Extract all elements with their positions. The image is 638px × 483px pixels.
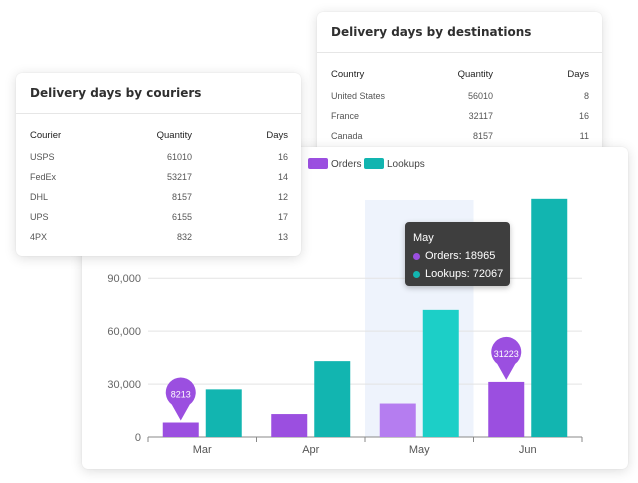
quantity-cell: 56010 xyxy=(467,91,493,101)
quantity-cell: 832 xyxy=(176,232,192,242)
days-cell: 11 xyxy=(579,131,589,141)
legend-label-lookups: Lookups xyxy=(387,159,425,170)
column-header-quantity: Quantity xyxy=(457,68,493,80)
couriers-table: Courier Quantity Days USPS 61010 16 FedE… xyxy=(30,123,288,247)
courier-cell: UPS xyxy=(30,212,49,222)
legend-item-orders[interactable]: Orders xyxy=(308,158,362,170)
table-row[interactable]: France 32117 16 xyxy=(331,106,589,126)
column-header-courier: Courier xyxy=(30,129,62,141)
legend-swatch-lookups xyxy=(364,158,384,169)
quantity-cell: 8157 xyxy=(171,192,192,202)
quantity-cell: 6155 xyxy=(171,212,192,222)
y-tick-label: 60,000 xyxy=(107,326,141,338)
y-tick-label: 30,000 xyxy=(107,379,141,391)
data-pin-marker xyxy=(491,336,522,380)
destinations-header-row: Country Quantity Days xyxy=(331,62,589,86)
tooltip-orders-value: Orders: 18965 xyxy=(425,250,496,262)
x-tick-label: May xyxy=(409,444,430,456)
destinations-title: Delivery days by destinations xyxy=(317,12,602,53)
country-cell: United States xyxy=(331,91,386,101)
days-cell: 13 xyxy=(277,232,288,242)
quantity-cell: 61010 xyxy=(166,152,192,162)
legend-label-orders: Orders xyxy=(331,159,362,170)
days-cell: 16 xyxy=(277,152,288,162)
table-row[interactable]: FedEx 53217 14 xyxy=(30,167,288,187)
table-row[interactable]: DHL 8157 12 xyxy=(30,187,288,207)
x-tick-label: Apr xyxy=(302,444,319,456)
bar-lookups-apr xyxy=(314,361,351,437)
bar-orders-jun xyxy=(488,381,525,437)
quantity-cell: 8157 xyxy=(472,131,493,141)
days-cell: 16 xyxy=(578,111,589,121)
column-header-country: Country xyxy=(331,68,365,80)
table-row[interactable]: USPS 61010 16 xyxy=(30,147,288,167)
x-tick-label: Jun xyxy=(519,444,537,456)
tooltip-title: May xyxy=(413,232,434,244)
country-cell: Canada xyxy=(331,131,363,141)
bar-lookups-mar xyxy=(205,389,242,437)
couriers-title: Delivery days by couriers xyxy=(16,73,301,114)
couriers-header-row: Courier Quantity Days xyxy=(30,123,288,147)
country-cell: France xyxy=(331,111,360,121)
chart-legend: Orders Lookups xyxy=(308,158,425,170)
table-row[interactable]: UPS 6155 17 xyxy=(30,207,288,227)
destinations-table: Country Quantity Days United States 5601… xyxy=(331,62,589,146)
days-cell: 17 xyxy=(277,212,288,222)
days-cell: 12 xyxy=(277,192,288,202)
table-row[interactable]: Canada 8157 11 xyxy=(331,126,589,146)
bar-orders-mar xyxy=(162,422,199,437)
data-pin-marker xyxy=(165,377,196,421)
orders-dot-icon xyxy=(413,252,420,260)
column-header-days: Days xyxy=(266,129,288,141)
bar-lookups-may xyxy=(422,309,459,437)
days-cell: 14 xyxy=(277,172,288,182)
days-cell: 8 xyxy=(583,91,589,101)
x-tick-label: Mar xyxy=(193,444,212,456)
column-header-quantity: Quantity xyxy=(156,129,192,141)
data-pin-label: 8213 xyxy=(171,390,191,400)
bar-orders-may xyxy=(379,403,416,437)
courier-cell: 4PX xyxy=(30,232,48,242)
destinations-card: Delivery days by destinations Country Qu… xyxy=(317,12,602,162)
courier-cell: USPS xyxy=(30,152,55,162)
courier-cell: FedEx xyxy=(30,172,57,182)
courier-cell: DHL xyxy=(30,192,49,202)
column-header-days: Days xyxy=(567,68,589,80)
quantity-cell: 53217 xyxy=(166,172,192,182)
legend-swatch-orders xyxy=(308,158,328,169)
y-tick-label: 90,000 xyxy=(107,273,141,285)
orders-lookups-chart-card: Orders Lookups 0 30,000 60,000 90,000 Mar Apr… xyxy=(82,147,628,469)
tooltip-lookups-value: Lookups: 72067 xyxy=(425,268,504,280)
tooltip-lookups-row: Lookups: 72067 xyxy=(413,268,503,280)
bar-chart: Orders Lookups 0 30,000 60,000 90,000 Mar Apr… xyxy=(107,158,583,456)
bar-lookups-jun xyxy=(531,198,568,437)
chart-tooltip: May Orders: 18965 Lookups: 72067 xyxy=(405,222,510,286)
data-pin-label: 31223 xyxy=(494,349,519,359)
bar-orders-apr xyxy=(271,414,308,437)
table-row[interactable]: 4PX 832 13 xyxy=(30,227,288,247)
quantity-cell: 32117 xyxy=(468,111,493,121)
legend-item-lookups[interactable]: Lookups xyxy=(364,158,425,170)
table-row[interactable]: United States 56010 8 xyxy=(331,86,589,106)
y-tick-label: 0 xyxy=(135,432,141,444)
couriers-card: Delivery days by couriers Courier Quanti… xyxy=(16,73,301,256)
lookups-dot-icon xyxy=(413,270,420,278)
tooltip-orders-row: Orders: 18965 xyxy=(413,250,495,262)
plot-area: 0 30,000 60,000 90,000 Mar Apr May Jun 8213 31223 xyxy=(107,198,583,456)
